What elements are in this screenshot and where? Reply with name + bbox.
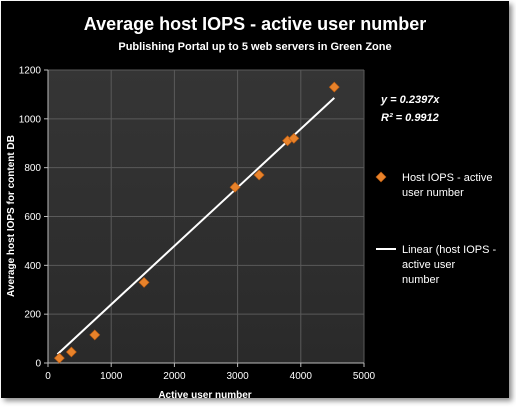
legend-series-line-2: user number [402,187,464,199]
y-tick-label: 1000 [19,114,42,125]
trendline-equation: y = 0.2397x [380,94,440,106]
data-point [138,277,150,288]
legend-trendline-line-3: number [402,274,440,286]
x-tick-label: 0 [45,371,51,382]
legend: Host IOPS - active user number Linear (h… [375,171,499,286]
plot-area: 0 1000 2000 3000 4000 5000 0 200 400 600 800 1000 12… [19,66,376,383]
legend-marker-diamond [375,171,387,183]
legend-label-series: Host IOPS - active user number [402,172,496,199]
x-tick-label: 4000 [290,371,313,382]
data-point [53,352,65,364]
y-tick-label: 0 [35,359,41,370]
y-tick-label: 600 [24,212,41,223]
y-tick-label: 400 [24,261,41,272]
legend-series-line-1: Host IOPS - active [402,172,492,184]
legend-trendline-line-1: Linear (host IOPS - [402,244,496,256]
data-point [229,181,241,193]
chart-title: Average host IOPS - active user number [84,14,426,34]
x-axis-label: Active user number [158,390,251,401]
data-point [288,132,300,144]
y-axis-label: Average host IOPS for content DB [6,135,17,297]
y-tick-label: 200 [24,310,41,321]
y-tick-label: 800 [24,163,41,174]
trendline-r-squared: R² = 0.9912 [381,112,439,124]
legend-trendline-line-2: active user [402,259,456,271]
data-point [89,329,101,341]
data-point [65,346,77,358]
x-tick-label: 2000 [163,371,186,382]
data-point [253,169,265,181]
x-tick-label: 3000 [226,371,249,382]
legend-label-trendline: Linear (host IOPS - active user number [402,244,499,286]
chart-subtitle: Publishing Portal up to 5 web servers in… [118,41,391,53]
x-tick-label: 1000 [100,371,123,382]
y-tick-label: 1200 [19,66,42,77]
x-tick-label: 5000 [353,371,376,382]
data-point [328,81,340,93]
